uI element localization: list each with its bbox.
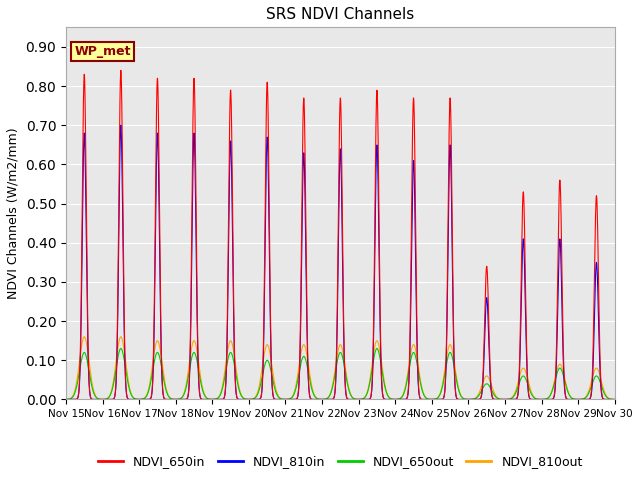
Title: SRS NDVI Channels: SRS NDVI Channels [266,7,415,22]
Text: WP_met: WP_met [74,45,131,58]
Legend: NDVI_650in, NDVI_810in, NDVI_650out, NDVI_810out: NDVI_650in, NDVI_810in, NDVI_650out, NDV… [93,450,588,473]
Y-axis label: NDVI Channels (W/m2/mm): NDVI Channels (W/m2/mm) [7,128,20,299]
